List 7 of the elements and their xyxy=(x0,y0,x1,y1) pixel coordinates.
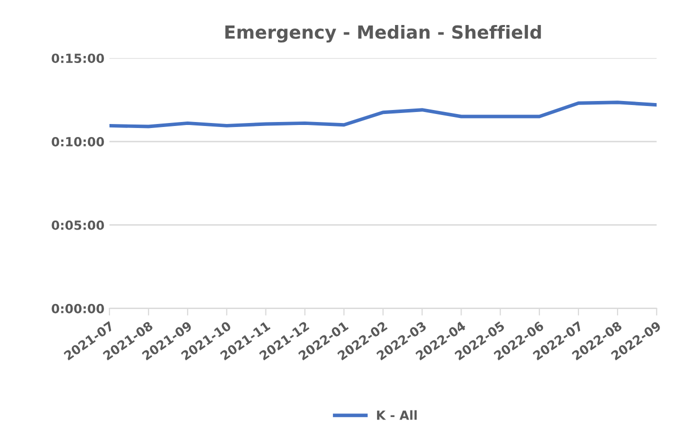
y-tick-label: 0:10:00 xyxy=(52,137,104,146)
line-series xyxy=(109,100,657,128)
y-tick-label: 0:05:00 xyxy=(52,220,104,230)
chart-title: Emergency - Median - Sheffield xyxy=(225,24,541,43)
legend-label: K - All xyxy=(377,410,417,420)
y-tick-label: 0:15:00 xyxy=(52,54,104,64)
y-tick-label: 0:00:00 xyxy=(52,304,104,314)
